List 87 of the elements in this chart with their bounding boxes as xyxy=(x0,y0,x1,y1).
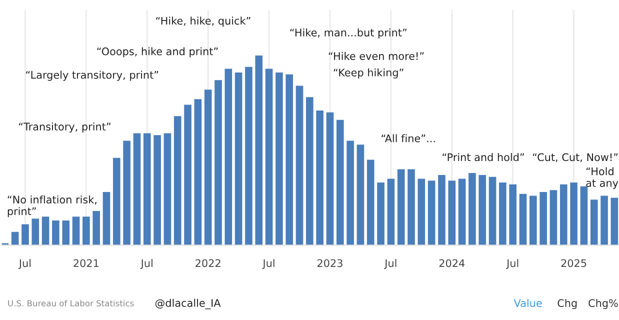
bar xyxy=(448,180,456,246)
bar xyxy=(11,232,19,246)
bar xyxy=(316,110,324,246)
bar xyxy=(326,112,334,246)
bar xyxy=(560,184,568,246)
text: “Hike, hike, quick” xyxy=(156,16,250,27)
bar xyxy=(377,182,384,246)
x-tick-label: 2025 xyxy=(561,259,586,268)
annotation: “Hold at any xyxy=(586,167,618,189)
bar xyxy=(164,133,172,246)
bar xyxy=(408,169,415,246)
bar xyxy=(580,186,588,246)
bar xyxy=(530,196,537,246)
bar xyxy=(600,196,608,246)
bar xyxy=(194,99,202,246)
bar xyxy=(590,200,598,246)
bar xyxy=(255,55,263,246)
text: Value xyxy=(514,298,542,308)
bar xyxy=(62,220,70,246)
bar xyxy=(366,160,374,246)
bar xyxy=(72,216,80,246)
annotation: “Cut, Cut, Now!” xyxy=(532,153,618,162)
bar xyxy=(610,198,618,246)
bar xyxy=(276,72,283,246)
bar xyxy=(133,133,141,246)
bar xyxy=(234,72,242,246)
bar xyxy=(387,178,395,246)
bar xyxy=(478,174,486,246)
bar xyxy=(154,135,161,246)
bar xyxy=(428,180,436,246)
bar xyxy=(519,194,527,246)
bar xyxy=(346,140,354,246)
bar xyxy=(265,68,273,246)
bar xyxy=(306,97,314,246)
x-tick-label: Jul xyxy=(506,259,518,270)
bar xyxy=(92,210,100,246)
bar xyxy=(82,216,90,246)
annotation: “Hike even more!” xyxy=(328,52,424,60)
text: U.S. Bureau of Labor Statistics xyxy=(8,300,134,306)
x-tick-label: Jul xyxy=(18,259,31,270)
x-tick-label: Jul xyxy=(384,259,396,270)
bar xyxy=(214,80,222,246)
bar xyxy=(22,224,29,246)
bar xyxy=(397,169,405,246)
x-tick-label: 2024 xyxy=(439,259,465,268)
bar xyxy=(336,120,344,246)
annotation: “Largely transitory, print” xyxy=(26,70,158,81)
annotation: “All fine”... xyxy=(382,134,435,142)
x-tick-label: 2021 xyxy=(74,259,98,268)
x-tick-label: Jul xyxy=(262,259,274,270)
bar xyxy=(356,144,364,246)
bar xyxy=(509,184,516,246)
bar xyxy=(32,218,40,246)
bar xyxy=(540,192,547,246)
bar xyxy=(488,176,496,246)
bar xyxy=(184,104,192,246)
annotation: “No inflation risk, print” xyxy=(8,195,96,218)
x-tick-label: Jul xyxy=(140,259,152,270)
bar xyxy=(112,158,120,246)
bar xyxy=(123,140,130,246)
annotation: “Keep hiking” xyxy=(334,68,404,78)
bar xyxy=(458,178,466,246)
text: Chg xyxy=(558,298,577,310)
bar xyxy=(174,116,182,246)
annotation: “Print and hold” xyxy=(442,153,524,162)
bar xyxy=(204,90,212,246)
bar xyxy=(499,182,506,246)
bar xyxy=(224,68,232,246)
bar xyxy=(570,182,578,246)
x-tick-label: 2022 xyxy=(196,259,220,268)
bar xyxy=(52,220,60,246)
bar xyxy=(286,74,294,246)
bar xyxy=(245,66,252,246)
bar xyxy=(418,178,426,246)
bar xyxy=(550,190,558,246)
bar xyxy=(143,133,151,246)
annotation: “Ooops, hike and print” xyxy=(97,47,218,58)
bar xyxy=(102,192,110,246)
bar xyxy=(296,86,304,246)
x-tick-label: 2023 xyxy=(317,259,342,268)
bar xyxy=(468,173,476,246)
bar xyxy=(42,216,50,246)
text: @dlacalle_IA xyxy=(155,298,221,310)
annotation: “Transitory, print” xyxy=(18,122,110,133)
text: Chg% xyxy=(588,298,618,310)
bar xyxy=(438,174,446,246)
text: “Hike, man...but print” xyxy=(290,28,406,38)
